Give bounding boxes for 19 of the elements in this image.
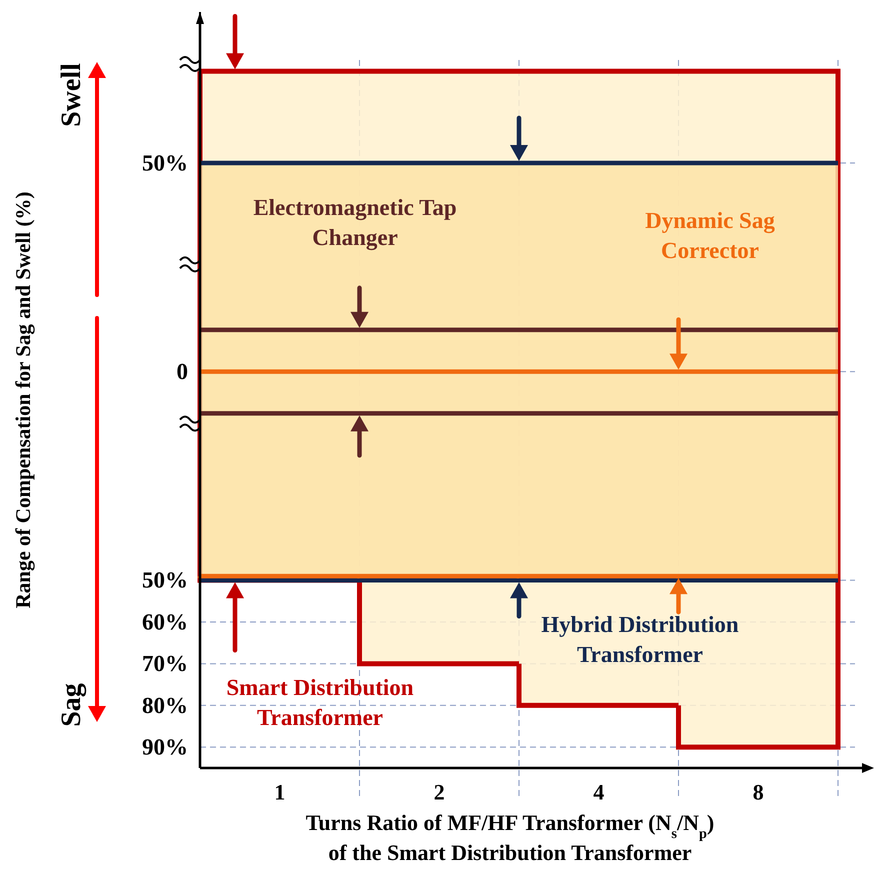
text: Swell (56, 62, 87, 127)
y-tick-label: 70% (142, 651, 188, 676)
x-tick-label: 1 (274, 780, 286, 805)
series-label: Smart Distribution Transformer (226, 675, 414, 730)
x-tick-label: 4 (593, 780, 604, 805)
y-tick-label: 50% (142, 568, 188, 593)
x-tick-label: 8 (752, 780, 764, 805)
x-tick-label: 2 (434, 780, 445, 805)
y-tick-label: 0 (176, 359, 188, 384)
text: Electromagnetic Tap Changer (253, 195, 457, 251)
y-tick-label: 90% (142, 734, 188, 760)
y-tick-label: 50% (142, 150, 188, 176)
text: Range of Compensation for Sag and Swell (%) (11, 192, 35, 608)
y-tick-label: 80% (142, 692, 188, 718)
text: Dynamic Sag Corrector (645, 208, 776, 263)
y-tick-label: 60% (142, 609, 188, 634)
x-axis-title: Turns Ratio of MF/HF Transformer (N$_{s}$/N$_{p}$) of the Smart Distribution Transformer (306, 810, 714, 865)
text: Sag (56, 683, 87, 727)
legend-label: Hybrid Distribution Transformer (541, 612, 739, 667)
